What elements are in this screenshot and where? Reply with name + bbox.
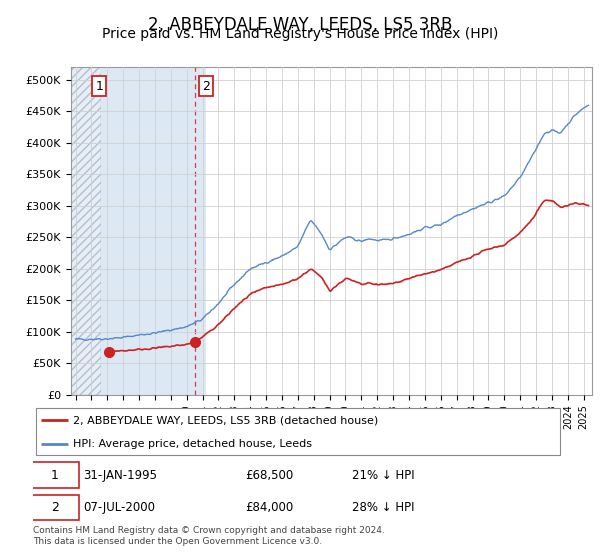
Text: 2, ABBEYDALE WAY, LEEDS, LS5 3RB: 2, ABBEYDALE WAY, LEEDS, LS5 3RB — [148, 16, 452, 34]
Text: 2: 2 — [202, 80, 210, 92]
Text: 2: 2 — [51, 501, 59, 514]
Text: 1: 1 — [95, 80, 103, 92]
Bar — [101, 67, 206, 395]
Text: HPI: Average price, detached house, Leeds: HPI: Average price, detached house, Leed… — [73, 439, 312, 449]
Bar — [71, 67, 101, 395]
Text: Price paid vs. HM Land Registry's House Price Index (HPI): Price paid vs. HM Land Registry's House … — [102, 27, 498, 41]
FancyBboxPatch shape — [31, 494, 79, 520]
Text: 31-JAN-1995: 31-JAN-1995 — [83, 469, 157, 482]
Text: 1: 1 — [51, 469, 59, 482]
FancyBboxPatch shape — [35, 408, 560, 455]
Text: £84,000: £84,000 — [245, 501, 293, 514]
Text: Contains HM Land Registry data © Crown copyright and database right 2024.
This d: Contains HM Land Registry data © Crown c… — [33, 526, 385, 546]
Text: 2, ABBEYDALE WAY, LEEDS, LS5 3RB (detached house): 2, ABBEYDALE WAY, LEEDS, LS5 3RB (detach… — [73, 416, 378, 426]
Text: £68,500: £68,500 — [245, 469, 293, 482]
FancyBboxPatch shape — [31, 463, 79, 488]
Text: 21% ↓ HPI: 21% ↓ HPI — [352, 469, 414, 482]
Text: 28% ↓ HPI: 28% ↓ HPI — [352, 501, 414, 514]
Text: 07-JUL-2000: 07-JUL-2000 — [83, 501, 155, 514]
